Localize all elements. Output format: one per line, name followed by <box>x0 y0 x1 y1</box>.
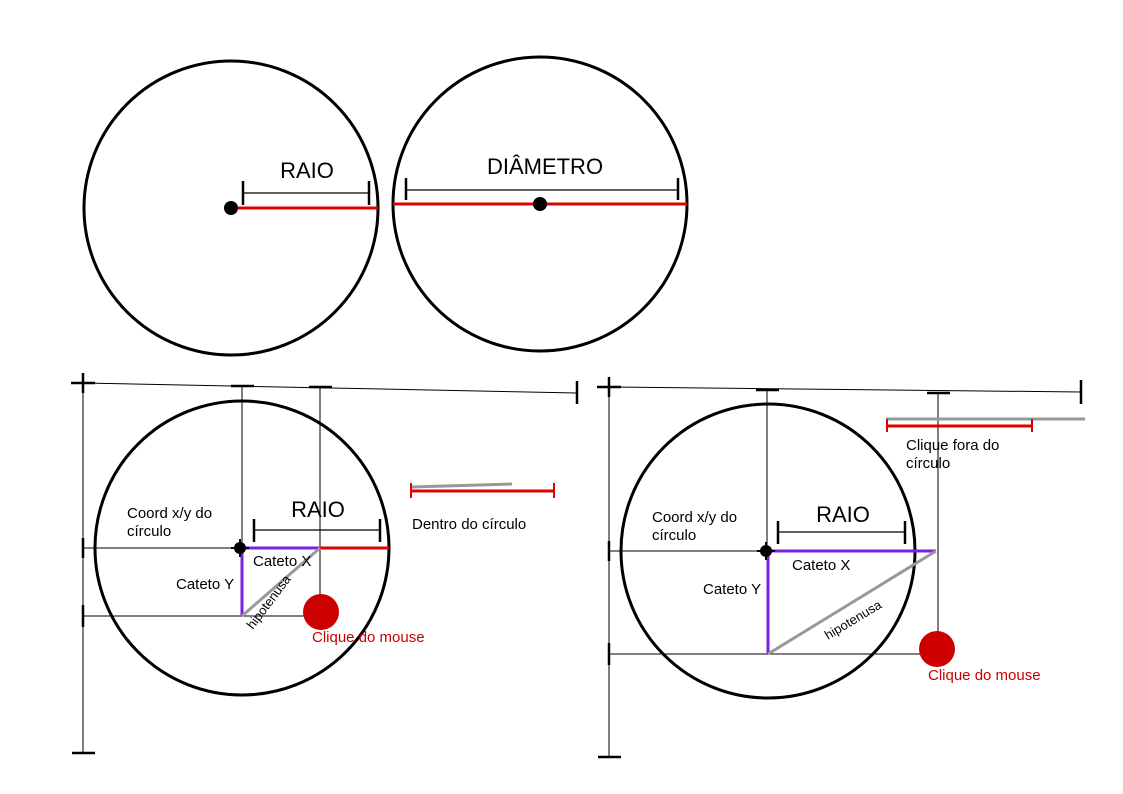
radius-diagram: RAIO <box>82 59 380 357</box>
coord-label-line1: Coord x/y do <box>652 509 737 526</box>
comparison-bars <box>410 482 555 498</box>
mouse-click-point <box>303 594 339 630</box>
hypotenuse-length-bar <box>410 482 513 489</box>
center-marker <box>757 542 775 560</box>
radius-label: RAIO <box>280 158 334 183</box>
coord-label-line1: Coord x/y do <box>127 505 212 522</box>
cathetus-y-label: Cateto Y <box>176 576 234 593</box>
coordinate-axes <box>71 373 579 755</box>
center-marker <box>231 539 249 557</box>
comparison-label-line1: Clique fora do <box>906 437 999 454</box>
radius-dimension <box>776 521 907 544</box>
comparison-bars <box>886 417 1085 432</box>
cathetus-y-label: Cateto Y <box>703 581 761 598</box>
mouse-click-point <box>919 631 955 667</box>
comparison-label: Dentro do círculo <box>412 516 526 533</box>
mouse-click-label: Clique do mouse <box>312 629 425 646</box>
coordinate-axes <box>597 377 1083 759</box>
mouse-click-label: Clique do mouse <box>928 667 1041 684</box>
cathetus-x-label: Cateto X <box>253 553 311 570</box>
diameter-label: DIÂMETRO <box>487 154 603 179</box>
hypotenuse-line <box>241 546 321 618</box>
diameter-diagram: DIÂMETRO <box>391 55 689 353</box>
center-point <box>224 201 238 215</box>
projection-lines <box>609 390 939 655</box>
outside-click-diagram: RAIO Coord x/y do círculo Cateto X Catet… <box>597 377 1085 759</box>
diameter-dimension <box>404 178 680 200</box>
radius-dimension <box>252 519 382 542</box>
coord-label-line2: círculo <box>127 523 171 540</box>
comparison-label-line2: círculo <box>906 455 950 472</box>
radius-label: RAIO <box>291 497 345 522</box>
inside-click-diagram: RAIO Coord x/y do círculo Cateto X Catet… <box>71 373 579 755</box>
center-point <box>533 197 547 211</box>
coord-label-line2: círculo <box>652 527 696 544</box>
hypotenuse-line <box>767 549 937 656</box>
radius-dimension <box>241 181 371 205</box>
hypotenuse-label: hipotenusa <box>243 571 294 631</box>
cathetus-x-label: Cateto X <box>792 557 850 574</box>
radius-label: RAIO <box>816 502 870 527</box>
